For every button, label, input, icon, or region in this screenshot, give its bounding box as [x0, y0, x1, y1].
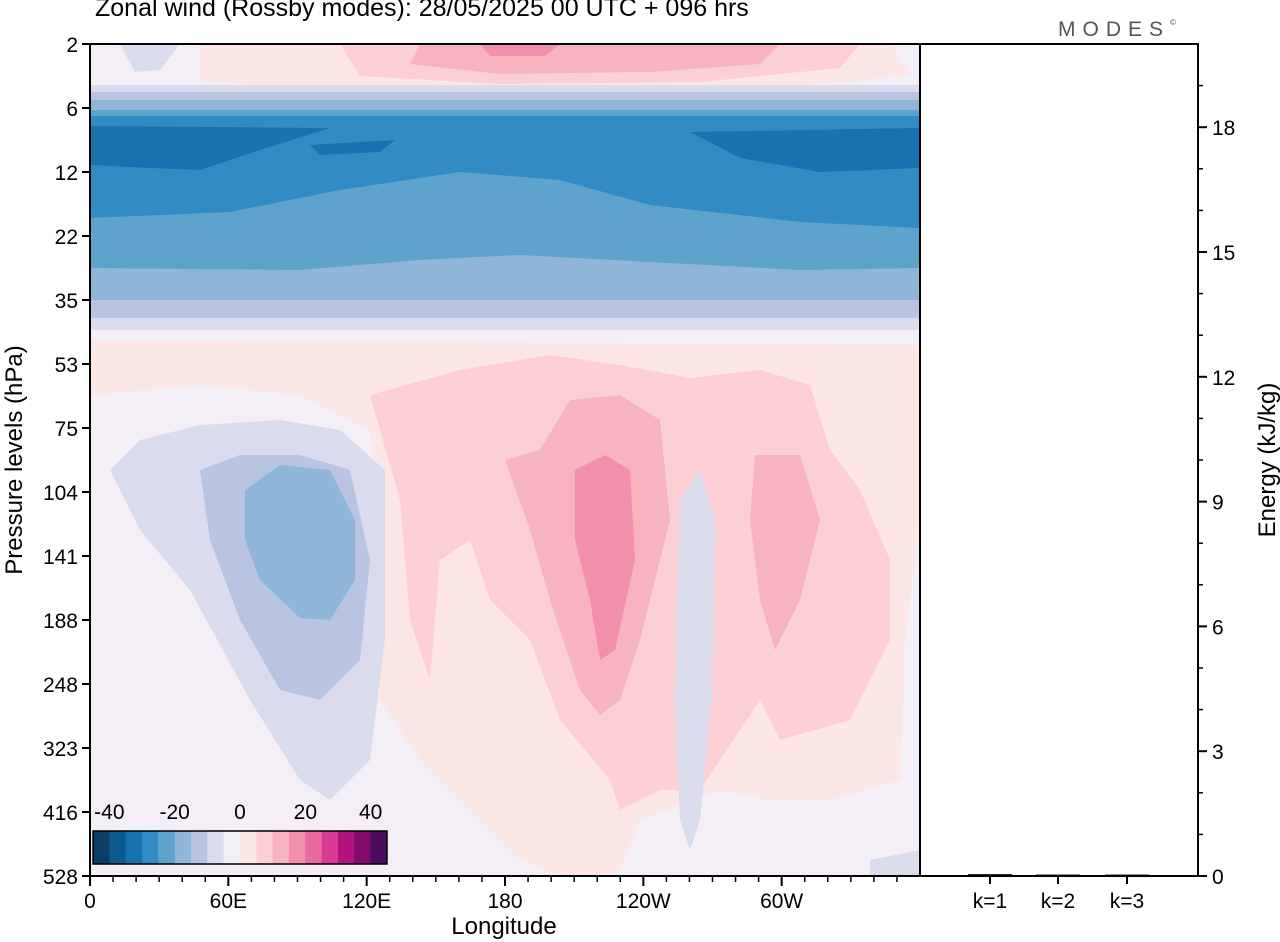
colorbar-swatch: [272, 831, 290, 864]
colorbar-tick-label: 0: [234, 801, 246, 824]
colorbar-swatch: [191, 831, 208, 864]
colorbar-swatch: [240, 831, 257, 864]
colorbar-swatch: [93, 831, 110, 864]
colorbar-tick-label: 40: [359, 801, 382, 824]
energy-tick-label: 0: [1212, 866, 1224, 889]
colorbar-frame: [92, 830, 388, 865]
y-tick-label: 141: [43, 546, 78, 569]
logo-mark: ©: [1170, 18, 1176, 27]
y-tick-label: 416: [43, 802, 78, 825]
energy-bar: [1036, 874, 1080, 877]
k-tick-label: k=1: [973, 890, 1007, 913]
y-tick-label: 104: [43, 482, 78, 505]
y-axis-label: Pressure levels (hPa): [1, 345, 28, 574]
energy-tick-label: 6: [1212, 616, 1224, 639]
colorbar-swatch: [174, 831, 192, 864]
logo-text: MODES: [1058, 18, 1171, 41]
y-tick-label: 53: [55, 354, 78, 377]
y-tick-label: 12: [55, 162, 78, 185]
zonal-wind-heatmap: [89, 43, 921, 877]
x-tick-label: 120W: [616, 890, 671, 913]
troposphere-positive-belt: [90, 340, 920, 876]
energy-panel: [919, 43, 1199, 877]
x-tick-label: 60E: [210, 890, 247, 913]
wavenumber-axis: k=1 k=2 k=3: [973, 876, 1144, 913]
energy-bar: [968, 874, 1012, 877]
x-tick-label: 120E: [342, 890, 391, 913]
energy-bar: [1105, 874, 1149, 877]
energy-tick-label: 3: [1212, 741, 1224, 764]
colorbar-swatch: [338, 831, 355, 864]
y-tick-label: 248: [43, 674, 78, 697]
energy-bars: [968, 874, 1149, 877]
negative-anomaly-west: [110, 420, 385, 800]
x-tick-label: 0: [84, 890, 96, 913]
colorbar-swatch: [207, 831, 225, 864]
k-tick-label: k=2: [1041, 890, 1075, 913]
colorbar: [92, 830, 388, 865]
energy-axis-label: Energy (kJ/kg): [1254, 383, 1280, 538]
modes-logo: MODES©: [1058, 18, 1176, 42]
longitude-axis: 0 60E 120E 180 120W 60W: [84, 876, 898, 913]
energy-tick-label: 12: [1212, 367, 1235, 390]
y-tick-label: 6: [66, 98, 78, 121]
energy-frame: [919, 43, 1199, 877]
k-tick-label: k=3: [1110, 890, 1144, 913]
y-tick-label: 528: [43, 866, 78, 889]
chart-title: Zonal wind (Rossby modes): 28/05/2025 00…: [95, 0, 749, 22]
colorbar-swatch: [354, 831, 372, 864]
pressure-axis: 2 6 12 22 35 53 75 104 141 188 248 323 416 528: [43, 34, 90, 889]
easterly-jet: [90, 85, 920, 330]
x-axis-label: Longitude: [451, 913, 556, 940]
colorbar-swatch: [109, 831, 127, 864]
colorbar-swatch: [305, 831, 323, 864]
y-tick-label: 35: [55, 290, 78, 313]
stratosphere-positive-band: [120, 44, 910, 92]
colorbar-swatch: [321, 831, 339, 864]
negative-anomaly-east: [675, 470, 920, 876]
colorbar-swatch: [125, 831, 143, 864]
colorbar-swatch: [289, 831, 306, 864]
x-tick-label: 60W: [760, 890, 803, 913]
energy-axis: 0 3 6 9 12 15 18: [1198, 84, 1235, 889]
y-tick-label: 2: [66, 34, 78, 57]
energy-tick-label: 15: [1212, 242, 1235, 265]
colorbar-tick-label: 20: [294, 801, 317, 824]
energy-tick-label: 18: [1212, 117, 1235, 140]
energy-tick-label: 9: [1212, 492, 1224, 515]
colorbar-swatch: [370, 831, 388, 864]
y-tick-label: 22: [55, 226, 78, 249]
colorbar-swatch: [256, 831, 274, 864]
y-tick-label: 75: [55, 418, 78, 441]
colorbar-labels: -40 -20 0 20 40: [94, 801, 382, 824]
colorbar-swatch: [223, 831, 241, 864]
y-tick-label: 323: [43, 738, 78, 761]
y-tick-label: 188: [43, 610, 78, 633]
colorbar-tick-label: -40: [94, 801, 124, 824]
colorbar-tick-label: -20: [159, 801, 189, 824]
colorbar-swatch: [142, 831, 159, 864]
x-tick-label: 180: [487, 890, 522, 913]
colorbar-swatch: [158, 831, 176, 864]
